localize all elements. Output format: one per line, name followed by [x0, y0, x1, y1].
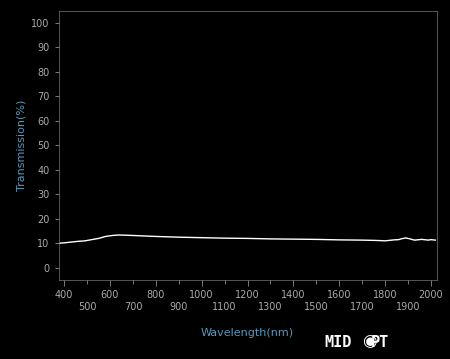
Text: PT: PT — [371, 335, 390, 350]
Y-axis label: Transmission(%): Transmission(%) — [17, 100, 27, 191]
X-axis label: Wavelength(nm): Wavelength(nm) — [201, 328, 294, 338]
Text: MID: MID — [324, 335, 351, 350]
Text: ◉: ◉ — [362, 332, 376, 350]
